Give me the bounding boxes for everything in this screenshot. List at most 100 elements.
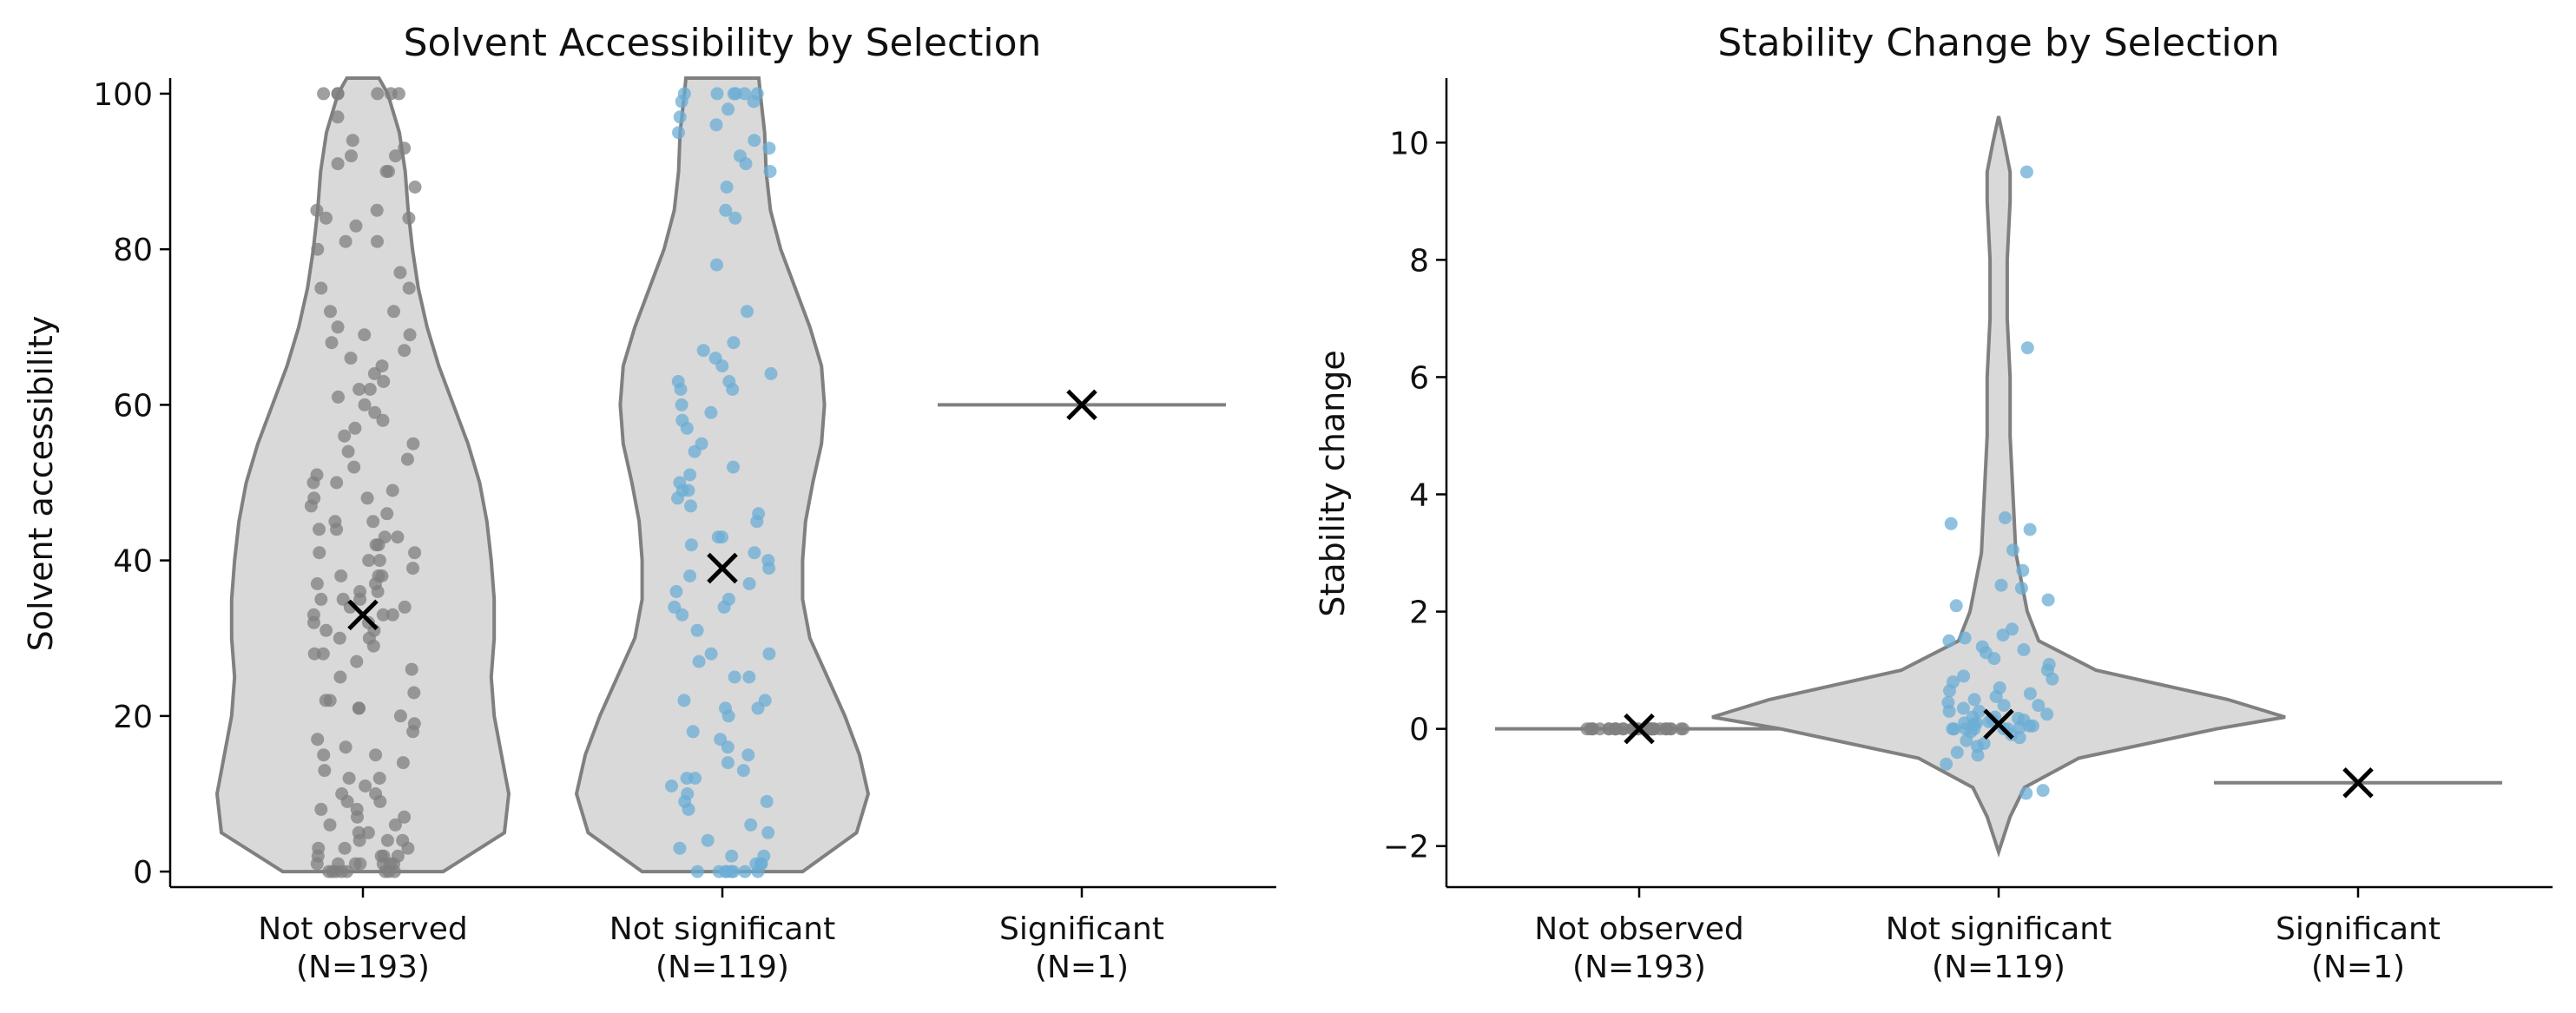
- data-point-not-significant: [1957, 669, 1971, 683]
- data-point-not-observed: [406, 437, 420, 451]
- data-point-not-significant: [695, 437, 708, 451]
- y-tick-label: 10: [1389, 126, 1429, 161]
- data-point-not-observed: [387, 305, 400, 319]
- data-point-not-significant: [1999, 511, 2012, 524]
- data-point-not-significant: [1947, 722, 1961, 736]
- y-axis-label-stability-change: Stability change: [1314, 350, 1352, 616]
- data-point-not-significant: [721, 102, 735, 116]
- data-point-not-observed: [349, 219, 363, 233]
- data-point-not-significant: [2012, 712, 2025, 725]
- data-point-not-significant: [671, 375, 685, 388]
- data-point-not-significant: [683, 468, 697, 482]
- data-point-not-observed: [310, 468, 324, 482]
- data-point-not-significant: [704, 647, 718, 661]
- data-point-not-observed: [352, 383, 366, 396]
- x-tick-label-not-observed: Not observed: [1534, 911, 1743, 947]
- x-tick-label-not-significant: Not significant: [609, 911, 835, 947]
- data-point-not-observed: [306, 608, 320, 622]
- data-point-not-observed: [407, 686, 421, 700]
- mean-marker-significant: [2342, 767, 2374, 799]
- data-point-not-observed: [405, 662, 418, 676]
- data-point-not-significant: [2023, 523, 2037, 536]
- mean-marker-not-significant: [707, 552, 738, 584]
- data-point-not-significant: [688, 772, 702, 785]
- data-point-not-significant: [720, 181, 734, 194]
- data-point-not-observed: [375, 359, 389, 373]
- data-point-not-significant: [725, 849, 739, 863]
- data-point-not-observed: [338, 429, 352, 443]
- y-tick-label: 0: [133, 855, 153, 891]
- data-point-not-significant: [684, 538, 698, 552]
- data-point-not-significant: [1988, 710, 2002, 724]
- data-point-not-significant: [764, 367, 778, 380]
- data-point-not-significant: [1942, 634, 1956, 648]
- data-point-not-significant: [2014, 582, 2028, 595]
- data-point-not-significant: [2006, 622, 2019, 636]
- data-point-not-observed: [360, 491, 374, 505]
- data-point-not-observed: [359, 779, 372, 793]
- data-point-not-observed: [400, 452, 414, 466]
- data-point-not-significant: [719, 701, 732, 715]
- data-point-not-observed: [325, 336, 339, 350]
- data-point-not-significant: [681, 787, 695, 800]
- data-point-not-significant: [2019, 165, 2033, 179]
- data-point-not-significant: [741, 305, 754, 319]
- chart-title-stability-change: Stability Change by Selection: [1717, 21, 2279, 65]
- data-point-not-observed: [371, 87, 385, 101]
- data-point-not-significant: [714, 733, 728, 747]
- y-tick-label: 8: [1409, 243, 1429, 279]
- x-tick-count-significant: (N=1): [2311, 950, 2405, 985]
- data-point-not-observed: [314, 592, 328, 606]
- data-point-not-significant: [728, 87, 742, 101]
- data-point-not-significant: [727, 336, 741, 350]
- x-tick-count-not-observed: (N=193): [296, 950, 430, 985]
- data-point-not-observed: [391, 849, 405, 863]
- data-point-not-significant: [701, 833, 715, 847]
- data-point-not-significant: [710, 87, 724, 101]
- data-point-not-significant: [1956, 701, 1970, 715]
- x-tick-count-not-significant: (N=119): [1932, 950, 2065, 985]
- data-point-not-significant: [711, 530, 725, 544]
- data-point-not-significant: [738, 87, 752, 101]
- data-point-not-observed: [382, 165, 395, 178]
- data-point-not-observed: [307, 647, 321, 661]
- data-point-not-observed: [368, 405, 382, 419]
- data-point-not-significant: [2036, 784, 2050, 798]
- data-point-not-observed: [347, 460, 361, 474]
- data-point-not-significant: [741, 748, 755, 762]
- data-point-not-observed: [333, 631, 346, 645]
- data-point-not-observed: [352, 701, 366, 715]
- data-point-not-significant: [684, 499, 697, 513]
- y-tick-label: −2: [1383, 830, 1429, 865]
- data-point-not-observed: [403, 328, 417, 342]
- data-point-not-observed: [398, 600, 412, 614]
- data-point-not-observed: [322, 865, 336, 878]
- data-point-not-significant: [733, 149, 747, 163]
- data-point-not-significant: [2019, 786, 2033, 800]
- data-point-not-observed: [339, 234, 352, 248]
- data-point-not-significant: [760, 794, 774, 808]
- data-point-not-significant: [762, 647, 776, 661]
- data-point-not-significant: [752, 507, 766, 521]
- data-point-not-significant: [2017, 643, 2031, 656]
- data-point-not-observed: [310, 577, 324, 590]
- data-point-not-observed: [345, 149, 358, 163]
- data-point-not-observed: [348, 421, 362, 435]
- data-point-not-observed: [333, 670, 347, 684]
- data-point-not-significant: [744, 818, 758, 832]
- data-point-not-observed: [313, 546, 326, 560]
- data-point-not-observed: [1580, 722, 1594, 736]
- data-point-not-observed: [311, 242, 325, 256]
- x-tick-count-significant: (N=1): [1035, 950, 1129, 985]
- data-point-not-observed: [377, 849, 391, 863]
- data-point-not-observed: [372, 569, 385, 582]
- mean-marker-significant: [1066, 389, 1097, 421]
- data-point-not-significant: [665, 779, 678, 793]
- panel-solvent-accessibility: Solvent Accessibility by Selection Solve…: [22, 21, 1276, 985]
- violin-not-observed: [214, 76, 511, 874]
- data-point-not-observed: [376, 413, 390, 427]
- data-point-not-significant: [2006, 543, 2019, 557]
- data-point-not-significant: [728, 211, 742, 225]
- data-point-not-significant: [750, 87, 764, 101]
